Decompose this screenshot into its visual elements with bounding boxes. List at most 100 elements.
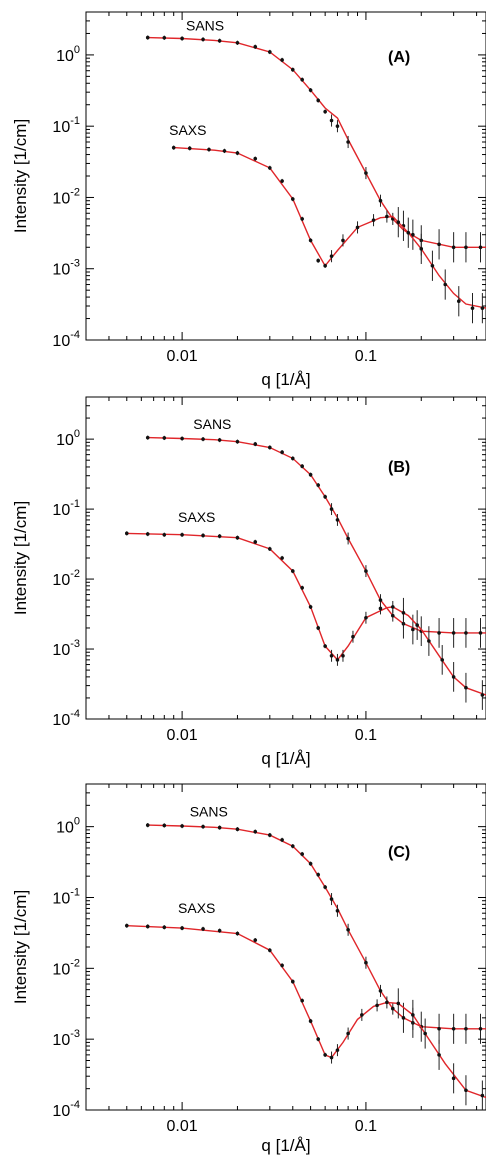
data-point (423, 1031, 427, 1036)
data-point (201, 533, 205, 538)
data-point (253, 938, 258, 942)
data-point (217, 534, 222, 538)
data-point (415, 623, 419, 627)
data-point (308, 1019, 313, 1023)
data-point (253, 442, 258, 446)
data-point (280, 556, 284, 560)
y-tick-exponent: -3 (70, 1028, 80, 1040)
data-point (427, 639, 431, 643)
data-point (201, 927, 205, 931)
data-point (145, 435, 150, 440)
data-point (456, 299, 461, 304)
y-tick-base: 10 (52, 119, 70, 136)
data-point (316, 1037, 321, 1041)
data-point (329, 254, 334, 258)
data-point (411, 232, 415, 237)
panel-a-label: (A) (388, 49, 410, 66)
data-point (268, 547, 272, 551)
y-tick-exponent: 0 (74, 44, 80, 56)
data-point (323, 885, 327, 889)
data-point (253, 540, 258, 544)
y-tick-label: 100 (56, 44, 80, 65)
data-point (323, 109, 327, 114)
data-point (329, 1055, 334, 1060)
panel-b-y-axis-label: Intensity [1/cm] (11, 501, 30, 615)
data-point (162, 925, 167, 930)
data-point (437, 1027, 441, 1031)
data-point (300, 77, 304, 82)
data-point (323, 263, 327, 268)
y-tick-exponent: -3 (70, 258, 80, 270)
y-tick-label: 10-2 (52, 568, 80, 589)
data-point (464, 685, 468, 690)
y-tick-base: 10 (52, 961, 70, 978)
data-point (235, 40, 240, 45)
data-point (341, 238, 345, 243)
series-sans: SANS (145, 18, 486, 263)
data-point (378, 606, 383, 611)
data-point (364, 615, 368, 620)
series-saxs: SAXS (169, 122, 486, 324)
data-point (162, 436, 167, 440)
data-point (235, 439, 240, 444)
data-point (480, 1093, 485, 1098)
series-label-sans: SANS (193, 416, 231, 432)
data-point (207, 147, 211, 152)
data-point (346, 1031, 350, 1036)
series-saxs: SAXS (124, 509, 486, 710)
data-point (451, 1076, 456, 1081)
data-point (268, 833, 272, 837)
y-tick-exponent: -1 (70, 498, 80, 510)
data-point (316, 626, 321, 630)
fit-line-saxs (126, 532, 486, 696)
fit-line-sans (147, 36, 486, 248)
data-point (411, 1013, 415, 1017)
series-saxs: SAXS (124, 900, 486, 1111)
y-tick-label: 100 (56, 428, 80, 449)
data-point (464, 631, 468, 635)
data-point (360, 1013, 364, 1017)
panel-c-x-axis-label: q [1/Å] (261, 1136, 310, 1155)
data-point (341, 654, 345, 658)
data-point (300, 852, 304, 856)
data-point (300, 998, 304, 1003)
data-point (390, 1006, 395, 1011)
data-point (300, 586, 304, 590)
data-point (308, 88, 313, 92)
panel-b-x-axis-label: q [1/Å] (261, 749, 310, 768)
data-point (145, 924, 150, 929)
data-point (308, 605, 313, 609)
panel-c-label: (C) (388, 844, 410, 861)
panel-a-plot-frame (85, 11, 486, 341)
y-tick-label: 100 (56, 816, 80, 837)
data-point (464, 1027, 468, 1031)
data-point (323, 1053, 327, 1057)
y-tick-label: 10-3 (52, 1028, 80, 1049)
data-point (478, 631, 483, 635)
data-point (437, 1053, 441, 1057)
data-point (346, 536, 350, 541)
y-tick-base: 10 (52, 712, 70, 729)
data-point (401, 1016, 406, 1020)
fit-line-saxs (126, 925, 486, 1099)
data-point (419, 247, 424, 251)
data-point (308, 472, 313, 477)
data-point (308, 238, 313, 243)
data-point (217, 38, 222, 43)
data-point (162, 532, 167, 537)
y-tick-base: 10 (52, 1032, 70, 1049)
y-tick-base: 10 (52, 190, 70, 207)
y-tick-base: 10 (52, 262, 70, 279)
panel-c-plot-frame (85, 783, 486, 1111)
data-point (201, 437, 205, 441)
data-point (451, 631, 456, 635)
data-point (268, 166, 272, 170)
data-point (253, 829, 258, 834)
x-tick-label: 0.01 (167, 348, 198, 365)
data-point (290, 979, 295, 984)
x-tick-label: 0.1 (355, 348, 377, 365)
data-point (430, 263, 435, 268)
y-tick-label: 10-4 (52, 708, 80, 729)
